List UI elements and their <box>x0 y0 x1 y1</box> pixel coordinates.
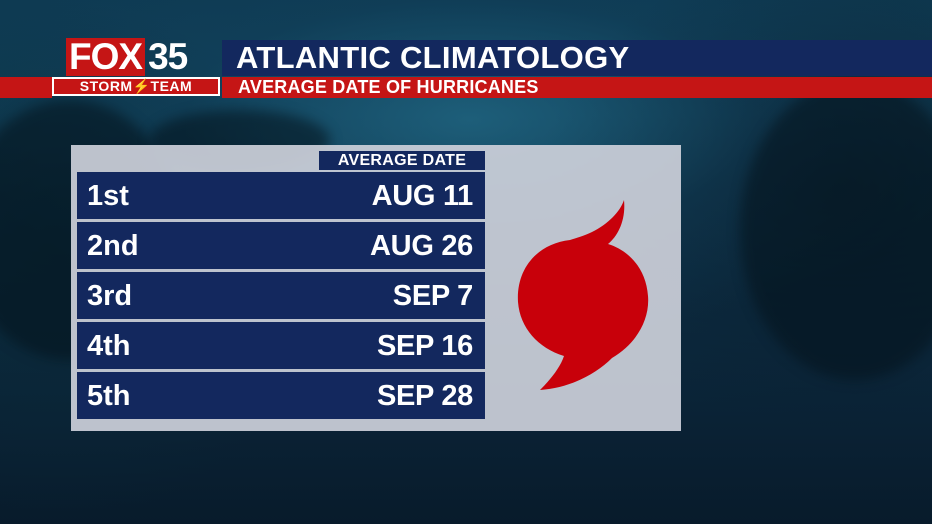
hurricane-date-table: 1st AUG 11 2nd AUG 26 3rd SEP 7 4th SEP … <box>77 172 485 422</box>
row-ordinal: 5th <box>87 380 131 412</box>
row-average-date: AUG 11 <box>371 180 474 212</box>
subtitle-bar: AVERAGE DATE OF HURRICANES <box>222 77 932 98</box>
row-average-date: SEP 7 <box>392 280 474 312</box>
title-bar: ATLANTIC CLIMATOLOGY <box>222 40 932 76</box>
table-row: 1st AUG 11 <box>77 172 485 219</box>
background-palm-right <box>740 80 932 380</box>
hurricane-symbol-shape <box>517 200 649 390</box>
table-row: 5th SEP 28 <box>77 372 485 419</box>
logo-channel-number: 35 <box>148 36 188 77</box>
row-average-date: SEP 28 <box>376 380 473 412</box>
table-row: 4th SEP 16 <box>77 322 485 369</box>
row-average-date: SEP 16 <box>376 330 473 362</box>
row-ordinal: 2nd <box>87 230 139 262</box>
logo-storm-team-text: STORM⚡TEAM <box>52 77 220 96</box>
climatology-panel: AVERAGE DATE 1st AUG 11 2nd AUG 26 3rd S… <box>71 145 681 431</box>
column-header-average-date: AVERAGE DATE <box>319 151 485 170</box>
row-ordinal: 3rd <box>87 280 133 312</box>
header-accent-stripe <box>0 77 52 98</box>
page-subtitle: AVERAGE DATE OF HURRICANES <box>238 77 539 97</box>
logo-fox-text: FOX <box>66 38 146 76</box>
row-average-date: AUG 26 <box>370 230 473 262</box>
table-row: 3rd SEP 7 <box>77 272 485 319</box>
row-ordinal: 4th <box>87 330 131 362</box>
page-title: ATLANTIC CLIMATOLOGY <box>236 40 630 75</box>
table-row: 2nd AUG 26 <box>77 222 485 269</box>
station-logo: FOX 35 STORM⚡TEAM <box>52 38 220 98</box>
row-ordinal: 1st <box>87 180 129 212</box>
logo-wordmark: FOX 35 <box>66 36 188 77</box>
hurricane-icon <box>517 200 649 390</box>
